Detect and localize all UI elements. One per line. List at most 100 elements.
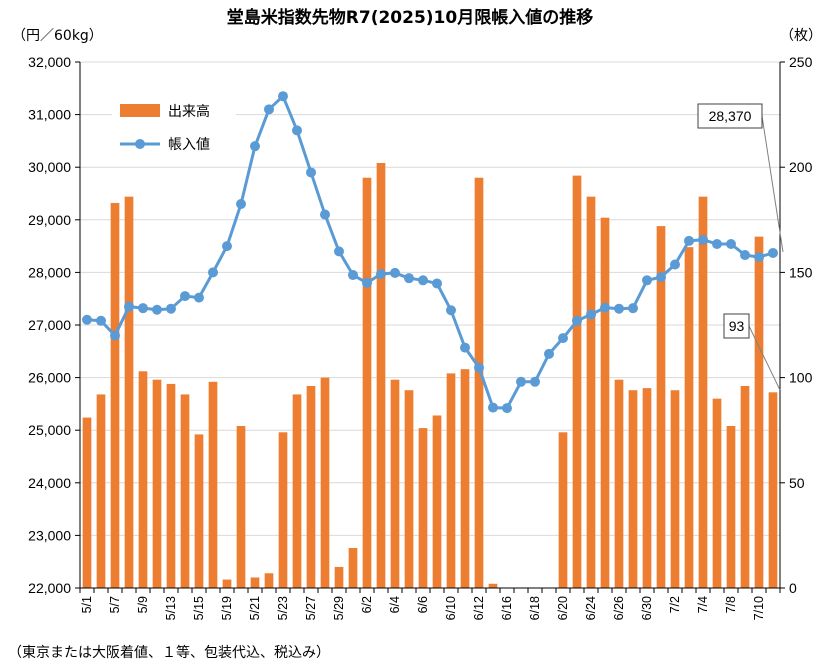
settlement-point bbox=[446, 305, 456, 316]
volume-bar bbox=[432, 415, 442, 588]
volume-bar bbox=[390, 379, 400, 588]
left-y-tick-label: 22,000 bbox=[28, 580, 71, 596]
settlement-point bbox=[740, 250, 750, 261]
x-tick-label: 5/27 bbox=[304, 596, 318, 620]
settlement-point bbox=[292, 125, 302, 136]
x-tick-label: 6/20 bbox=[556, 596, 570, 620]
settlement-point bbox=[558, 333, 568, 344]
x-tick-label: 5/9 bbox=[136, 596, 150, 613]
volume-bar bbox=[278, 432, 288, 588]
legend-bar-swatch bbox=[120, 104, 160, 117]
left-y-tick-label: 26,000 bbox=[28, 370, 71, 386]
x-tick-label: 7/8 bbox=[724, 596, 738, 613]
settlement-point bbox=[418, 275, 428, 286]
settlement-point bbox=[768, 247, 778, 258]
legend-line-marker bbox=[135, 139, 145, 149]
settlement-point bbox=[586, 309, 596, 320]
right-y-tick-label: 250 bbox=[789, 54, 813, 70]
callout-volume-leader bbox=[748, 325, 781, 391]
legend: 出来高 帳入値 bbox=[112, 94, 236, 164]
settlement-point bbox=[600, 302, 610, 313]
settlement-point bbox=[670, 259, 680, 270]
settlement-point bbox=[628, 303, 638, 314]
settlement-point bbox=[166, 303, 176, 314]
left-y-tick-label: 31,000 bbox=[28, 107, 71, 123]
x-tick-label: 6/30 bbox=[640, 596, 654, 620]
left-y-tick-labels: 22,000 23,000 24,000 25,000 26,000 27,000 28,0… bbox=[28, 54, 71, 596]
volume-bar bbox=[698, 196, 708, 588]
x-tick-label: 6/24 bbox=[584, 596, 598, 620]
callout-price-label: 28,370 bbox=[709, 108, 752, 124]
settlement-point bbox=[488, 402, 498, 413]
legend-bar-label: 出来高 bbox=[168, 103, 210, 120]
volume-bar bbox=[250, 577, 260, 588]
right-y-tick-label: 200 bbox=[789, 159, 813, 175]
x-tick-label: 6/12 bbox=[472, 596, 486, 620]
settlement-point bbox=[404, 273, 414, 284]
volume-bar bbox=[292, 394, 302, 588]
axes bbox=[75, 61, 785, 593]
x-tick-label: 7/10 bbox=[752, 596, 766, 620]
x-tick-label: 5/23 bbox=[276, 596, 290, 620]
volume-bar bbox=[152, 379, 162, 588]
settlement-point bbox=[362, 277, 372, 288]
left-y-tick-label: 30,000 bbox=[28, 159, 71, 175]
callout-volume-box bbox=[723, 313, 750, 339]
volume-bar bbox=[768, 392, 778, 588]
x-tick-label: 6/26 bbox=[612, 596, 626, 620]
volume-bar bbox=[572, 175, 582, 588]
left-y-tick-label: 32,000 bbox=[28, 54, 71, 70]
settlement-point bbox=[180, 291, 190, 302]
callouts: 28,370 93 bbox=[697, 103, 784, 391]
volume-bar bbox=[558, 432, 568, 588]
right-y-tick-labels: 0 50 100 150 200 250 bbox=[789, 54, 813, 596]
settlement-line bbox=[82, 91, 778, 414]
settlement-point bbox=[516, 376, 526, 387]
volume-bar bbox=[110, 202, 120, 588]
volume-bar bbox=[614, 379, 624, 588]
settlement-point bbox=[334, 246, 344, 257]
volume-bar bbox=[306, 386, 316, 588]
settlement-point bbox=[138, 303, 148, 314]
x-tick-label: 5/21 bbox=[248, 596, 262, 620]
right-y-tick-label: 150 bbox=[789, 264, 813, 280]
footnote: （東京または大阪着値、１等、包装代込、税込み） bbox=[8, 644, 330, 661]
settlement-point bbox=[642, 275, 652, 286]
x-tick-label: 7/4 bbox=[696, 596, 710, 613]
settlement-point bbox=[236, 199, 246, 210]
settlement-point bbox=[348, 270, 358, 281]
settlement-point bbox=[222, 241, 232, 252]
right-y-tick-label: 0 bbox=[789, 580, 797, 596]
volume-bar bbox=[166, 383, 176, 588]
settlement-point bbox=[698, 234, 708, 245]
volume-bar bbox=[670, 390, 680, 588]
x-tick-label: 6/4 bbox=[388, 596, 402, 613]
x-tick-label: 6/18 bbox=[528, 596, 542, 620]
settlement-point bbox=[460, 342, 470, 353]
volume-bar bbox=[418, 428, 428, 588]
settlement-point bbox=[306, 167, 316, 178]
x-tick-label: 5/1 bbox=[80, 596, 94, 613]
left-axis-unit: （円／60kg） bbox=[12, 28, 103, 44]
settlement-point bbox=[110, 330, 120, 341]
settlement-point bbox=[432, 278, 442, 289]
volume-bar bbox=[320, 377, 330, 588]
volume-bar bbox=[684, 247, 694, 589]
x-tick-label: 7/2 bbox=[668, 596, 682, 613]
settlement-point bbox=[320, 209, 330, 220]
settlement-point bbox=[656, 272, 666, 283]
settlement-point bbox=[152, 304, 162, 315]
chart-title: 堂島米指数先物R7(2025)10月限帳入値の推移 bbox=[227, 7, 593, 28]
settlement-point bbox=[754, 252, 764, 263]
volume-bar bbox=[180, 394, 190, 588]
settlement-point bbox=[614, 303, 624, 314]
x-tick-label: 6/2 bbox=[360, 596, 374, 613]
volume-bar bbox=[138, 371, 148, 588]
left-y-tick-label: 27,000 bbox=[28, 317, 71, 333]
settlement-point bbox=[278, 91, 288, 102]
x-tick-label: 5/7 bbox=[108, 596, 122, 613]
settlement-point bbox=[544, 348, 554, 359]
volume-bar bbox=[754, 236, 764, 588]
settlement-point bbox=[96, 315, 106, 326]
callout-volume-label: 93 bbox=[729, 318, 745, 334]
